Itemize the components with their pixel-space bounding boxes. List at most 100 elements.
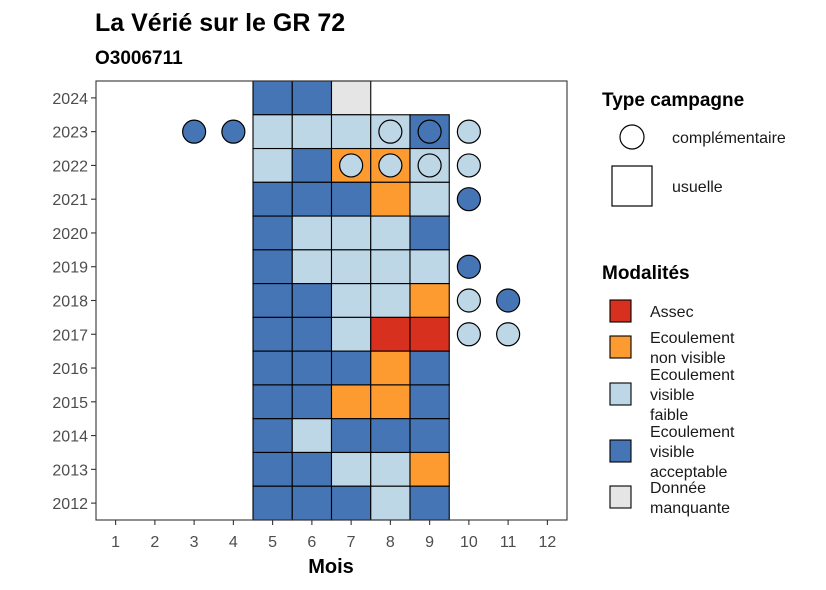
tile-2016-6 bbox=[291, 350, 333, 386]
tile-2013-7 bbox=[330, 451, 372, 487]
y-tick-label: 2014 bbox=[52, 429, 88, 446]
point-2017-11 bbox=[496, 322, 521, 347]
tile-2017-9 bbox=[409, 316, 450, 352]
legend-swatch bbox=[609, 439, 632, 463]
tile-2021-5 bbox=[252, 181, 293, 217]
legend-type-label: usuelle bbox=[672, 179, 723, 196]
tile-2016-9 bbox=[409, 350, 450, 386]
tile-2018-8 bbox=[370, 283, 411, 318]
legend-modalites-title: Modalités bbox=[602, 263, 690, 284]
y-tick-label: 2021 bbox=[52, 192, 88, 209]
legend-modalite-label: non visible bbox=[650, 350, 726, 367]
x-tick-label: 8 bbox=[386, 534, 395, 551]
y-tick-label: 2015 bbox=[52, 395, 88, 412]
tile-2012-9 bbox=[409, 485, 450, 521]
legend-square-key bbox=[611, 165, 653, 207]
tile-2023-7 bbox=[330, 114, 372, 150]
tile-2024-5 bbox=[252, 80, 293, 116]
legend-modalite-label: manquante bbox=[650, 500, 730, 517]
tile-2022-5 bbox=[252, 147, 293, 183]
x-tick-label: 11 bbox=[500, 534, 517, 551]
tile-2015-8 bbox=[370, 384, 411, 420]
y-tick-label: 2013 bbox=[52, 462, 88, 479]
tile-2016-7 bbox=[330, 350, 372, 386]
tile-2012-5 bbox=[252, 485, 293, 521]
tile-2019-9 bbox=[409, 249, 450, 285]
tile-2014-6 bbox=[291, 418, 333, 454]
tile-2015-6 bbox=[291, 384, 333, 420]
y-tick-label: 2018 bbox=[52, 294, 88, 311]
legend-swatch bbox=[609, 382, 632, 406]
tile-2017-6 bbox=[291, 316, 333, 352]
tile-2012-7 bbox=[330, 485, 372, 521]
chart-subtitle: O3006711 bbox=[95, 48, 183, 69]
tile-2018-6 bbox=[291, 283, 333, 318]
tile-2021-9 bbox=[409, 181, 450, 217]
point-2021-10 bbox=[456, 187, 481, 212]
tile-2013-5 bbox=[252, 451, 293, 487]
point-2018-11 bbox=[496, 288, 521, 313]
tile-2020-5 bbox=[252, 215, 293, 251]
complementaire-points bbox=[182, 119, 521, 347]
tile-2020-8 bbox=[370, 215, 411, 251]
tile-2014-7 bbox=[330, 418, 372, 454]
tile-2021-6 bbox=[291, 181, 333, 217]
legend-modalite-label: visible bbox=[650, 444, 695, 461]
tile-2019-5 bbox=[252, 249, 293, 285]
tile-2019-6 bbox=[291, 249, 333, 285]
x-axis-title: Mois bbox=[308, 556, 354, 578]
x-tick-label: 7 bbox=[347, 534, 356, 551]
y-tick-label: 2023 bbox=[52, 125, 88, 142]
tile-2013-9 bbox=[409, 451, 450, 487]
tile-2014-9 bbox=[409, 418, 450, 454]
point-2022-7 bbox=[339, 153, 364, 178]
tile-2020-7 bbox=[330, 215, 372, 251]
y-tick-label: 2024 bbox=[52, 91, 88, 108]
legend-swatch bbox=[609, 299, 632, 323]
x-tick-label: 9 bbox=[425, 534, 434, 551]
tile-2020-6 bbox=[291, 215, 333, 251]
legend-modalite-label: faible bbox=[650, 407, 688, 424]
legend-circle-key bbox=[619, 124, 645, 150]
y-tick-label: 2019 bbox=[52, 260, 88, 277]
tile-2018-7 bbox=[330, 283, 372, 318]
point-2019-10 bbox=[456, 254, 481, 279]
tile-2017-8 bbox=[370, 316, 411, 352]
tile-2023-5 bbox=[252, 114, 293, 150]
legend-modalite-label: Ecoulement bbox=[650, 330, 735, 347]
legend-type-campagne: Type campagne complémentaire usuelle bbox=[602, 90, 786, 207]
tile-2012-8 bbox=[370, 485, 411, 521]
tile-2024-7 bbox=[330, 80, 372, 116]
point-2023-3 bbox=[182, 119, 207, 144]
tile-2016-8 bbox=[370, 350, 411, 386]
point-2023-8 bbox=[378, 119, 403, 144]
x-tick-label: 3 bbox=[190, 534, 199, 551]
legend-modalite-label: Ecoulement bbox=[650, 367, 735, 384]
tile-2018-5 bbox=[252, 283, 293, 318]
usuelle-tiles bbox=[252, 80, 450, 521]
x-tick-label: 5 bbox=[268, 534, 277, 551]
legend-modalite-label: acceptable bbox=[650, 464, 727, 481]
point-2023-4 bbox=[221, 119, 246, 144]
tile-2018-9 bbox=[409, 283, 450, 318]
tile-2017-5 bbox=[252, 316, 293, 352]
x-tick-label: 6 bbox=[307, 534, 316, 551]
y-tick-label: 2022 bbox=[52, 158, 88, 175]
y-tick-label: 2017 bbox=[52, 327, 88, 344]
point-2022-8 bbox=[378, 153, 403, 178]
legend-swatch bbox=[609, 485, 632, 509]
tile-2014-5 bbox=[252, 418, 293, 454]
tile-2019-8 bbox=[370, 249, 411, 285]
legend-modalite-label: Ecoulement bbox=[650, 424, 735, 441]
y-tick-label: 2020 bbox=[52, 226, 88, 243]
tile-2015-9 bbox=[409, 384, 450, 420]
point-2022-9 bbox=[417, 153, 442, 178]
point-2017-10 bbox=[456, 322, 481, 347]
tile-2017-7 bbox=[330, 316, 372, 352]
tile-2015-7 bbox=[330, 384, 372, 420]
tile-2020-9 bbox=[409, 215, 450, 251]
tile-2014-8 bbox=[370, 418, 411, 454]
legend-modalite-label: visible bbox=[650, 387, 695, 404]
tile-2021-8 bbox=[370, 181, 411, 217]
